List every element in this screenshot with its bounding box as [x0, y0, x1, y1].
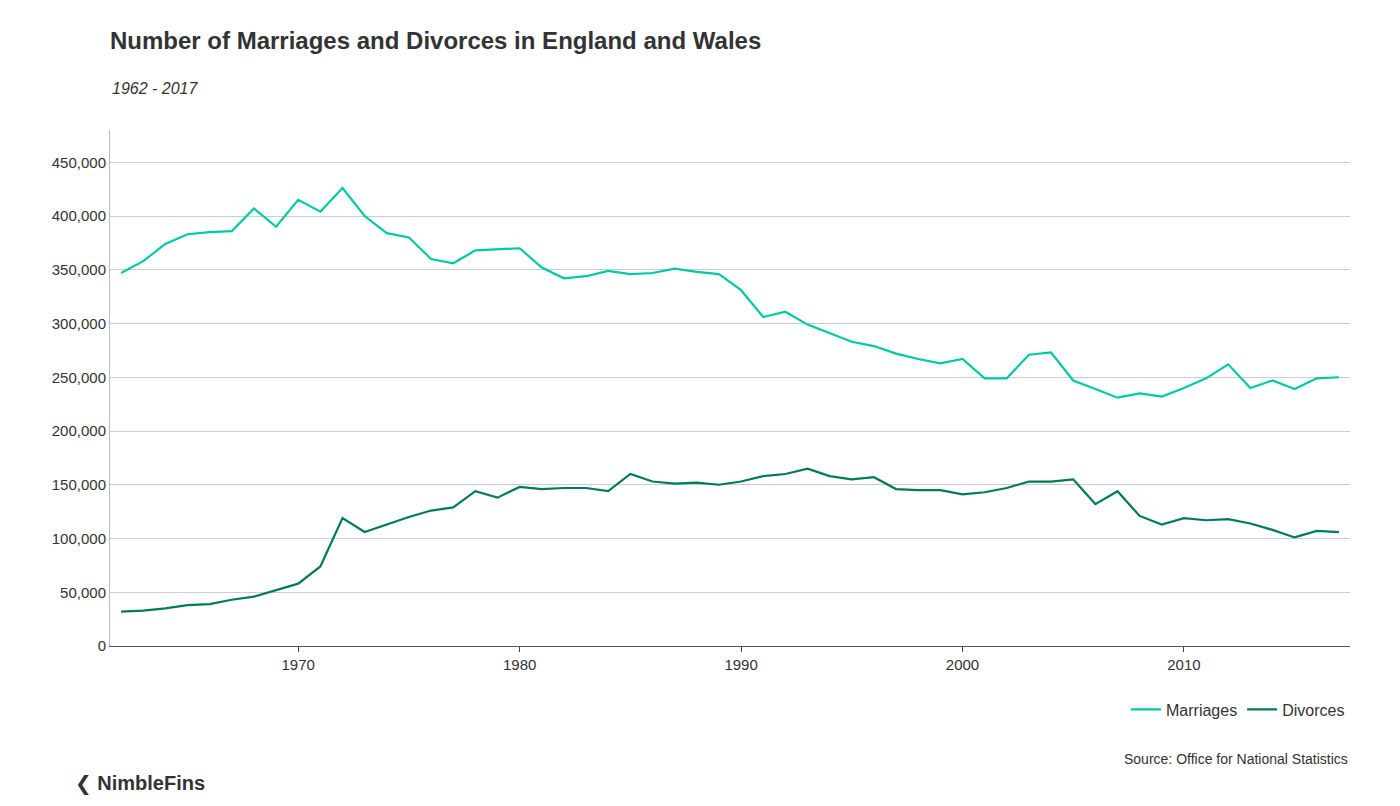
svg-text:300,000: 300,000	[52, 315, 106, 332]
svg-text:Number of Marriages and Divorc: Number of Marriages and Divorces in Engl…	[110, 27, 761, 54]
svg-text:50,000: 50,000	[60, 584, 106, 601]
svg-text:2010: 2010	[1167, 656, 1200, 673]
svg-text:450,000: 450,000	[52, 154, 106, 171]
svg-text:Divorces: Divorces	[1282, 702, 1344, 719]
svg-text:400,000: 400,000	[52, 207, 106, 224]
svg-text:1980: 1980	[503, 656, 536, 673]
svg-text:Marriages: Marriages	[1166, 702, 1237, 719]
svg-text:❮ NimbleFins: ❮ NimbleFins	[75, 772, 205, 795]
svg-text:Source: Office for National St: Source: Office for National Statistics	[1124, 751, 1348, 767]
svg-text:200,000: 200,000	[52, 422, 106, 439]
svg-text:250,000: 250,000	[52, 369, 106, 386]
svg-text:1990: 1990	[724, 656, 757, 673]
svg-text:150,000: 150,000	[52, 476, 106, 493]
svg-text:1962 - 2017: 1962 - 2017	[112, 80, 199, 97]
svg-text:350,000: 350,000	[52, 261, 106, 278]
svg-text:0: 0	[98, 637, 106, 654]
svg-text:1970: 1970	[282, 656, 315, 673]
svg-text:100,000: 100,000	[52, 530, 106, 547]
svg-text:2000: 2000	[946, 656, 979, 673]
